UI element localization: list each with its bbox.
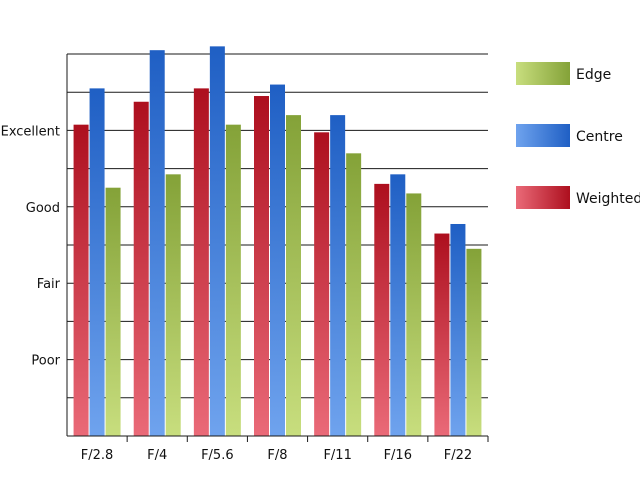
bar-edge-f-4 <box>165 174 181 436</box>
legend-label-weighted: Weighted <box>576 191 640 207</box>
x-tick-label: F/2.8 <box>81 448 114 463</box>
x-tick-label: F/8 <box>267 448 287 463</box>
y-tick-label: Excellent <box>1 124 60 139</box>
x-tick-label: F/4 <box>147 448 167 463</box>
legend-label-edge: Edge <box>576 67 611 83</box>
x-tick-label: F/5.6 <box>201 448 234 463</box>
bar-edge-f-5-6 <box>225 124 241 437</box>
legend-swatch-weighted <box>516 186 570 209</box>
bar-weighted-f-5-6 <box>193 88 209 436</box>
y-tick-label: Good <box>26 201 60 216</box>
bar-centre-f-16 <box>390 174 406 436</box>
bar-centre-f-8 <box>270 84 285 436</box>
bar-edge-f-22 <box>466 248 482 436</box>
bar-edge-f-2-8 <box>105 187 121 436</box>
bar-weighted-f-22 <box>434 233 450 436</box>
bar-centre-f-2-8 <box>89 88 105 436</box>
y-tick-labels: Poor Fair Good Excellent <box>1 124 61 368</box>
bar-weighted-f-16 <box>374 183 390 436</box>
bars <box>73 46 482 437</box>
bar-centre-f-11 <box>330 115 346 437</box>
x-tick-label: F/16 <box>384 448 412 463</box>
bar-centre-f-5-6 <box>209 46 225 437</box>
bar-centre-f-4 <box>149 50 165 437</box>
legend: Edge Centre Weighted <box>516 62 640 209</box>
bar-edge-f-11 <box>346 153 362 436</box>
legend-swatch-edge <box>516 62 570 85</box>
bar-edge-f-16 <box>406 193 422 436</box>
legend-swatch-centre <box>516 124 570 147</box>
y-tick-label: Fair <box>37 277 61 292</box>
bar-edge-f-8 <box>286 115 301 437</box>
bar-weighted-f-11 <box>314 132 330 436</box>
bar-centre-f-22 <box>450 223 466 436</box>
x-tick-labels: F/2.8 F/4 F/5.6 F/8 F/11 F/16 F/22 <box>81 448 472 463</box>
axes <box>66 54 489 442</box>
legend-label-centre: Centre <box>576 129 623 145</box>
x-tick-label: F/22 <box>444 448 472 463</box>
bar-weighted-f-4 <box>133 101 149 436</box>
x-tick-label: F/11 <box>323 448 351 463</box>
bar-weighted-f-8 <box>254 96 269 437</box>
y-tick-label: Poor <box>31 354 60 369</box>
bar-weighted-f-2-8 <box>73 124 89 437</box>
